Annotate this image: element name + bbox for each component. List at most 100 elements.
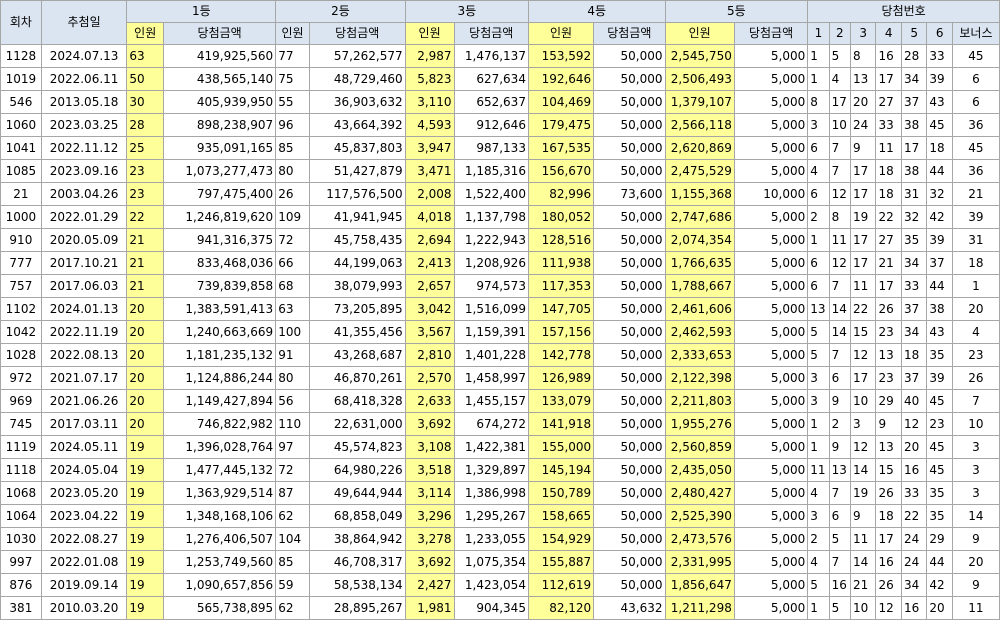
- cell-number-3: 10: [850, 596, 877, 620]
- cell-rank4-amount: 50,000: [593, 113, 666, 137]
- cell-number-3: 17: [850, 159, 877, 183]
- header-rank2-winners: 인원: [275, 22, 310, 45]
- cell-rank3-amount: 904,345: [453, 596, 529, 620]
- cell-rank4-amount: 50,000: [593, 343, 666, 367]
- cell-rank4-winners: 141,918: [527, 412, 595, 436]
- cell-number-1: 3: [807, 113, 830, 137]
- cell-number-3: 9: [850, 136, 877, 160]
- cell-rank3-amount: 1,329,897: [453, 458, 529, 482]
- cell-rank4-amount: 50,000: [593, 504, 666, 528]
- cell-date: 2023.03.25: [40, 113, 128, 137]
- cell-rank2-amount: 43,268,687: [308, 343, 406, 367]
- cell-rank5-winners: 1,211,298: [664, 596, 735, 620]
- cell-number-3: 19: [850, 481, 877, 505]
- cell-rank5-winners: 2,545,750: [664, 44, 735, 68]
- cell-rank4-winners: 155,887: [527, 550, 595, 574]
- cell-rank2-amount: 46,708,317: [308, 550, 406, 574]
- cell-number-6: 43: [926, 90, 953, 114]
- cell-rank2-amount: 49,644,944: [308, 481, 406, 505]
- cell-rank1-winners: 19: [126, 527, 165, 551]
- cell-number-5: 22: [900, 504, 928, 528]
- cell-rank3-amount: 1,386,998: [453, 481, 529, 505]
- cell-number-5: 24: [900, 550, 928, 574]
- cell-number-4: 17: [875, 527, 902, 551]
- cell-rank2-amount: 57,262,577: [308, 44, 406, 68]
- table-row: 21 2003.04.26 23 797,475,400 26 117,576,500 2,…: [0, 182, 1000, 206]
- cell-number-2: 9: [828, 435, 852, 459]
- cell-rank1-amount: 1,477,445,132: [163, 458, 277, 482]
- cell-rank4-winners: 157,156: [527, 320, 595, 344]
- cell-rank2-winners: 26: [275, 182, 310, 206]
- cell-number-5: 24: [900, 527, 928, 551]
- table-row: 997 2022.01.08 19 1,253,749,560 85 46,708,317…: [0, 550, 1000, 574]
- cell-number-5: 35: [900, 228, 928, 252]
- cell-rank1-amount: 1,090,657,856: [163, 573, 277, 597]
- cell-number-6: 39: [926, 366, 953, 390]
- cell-rank2-amount: 58,538,134: [308, 573, 406, 597]
- cell-rank4-winners: 82,120: [527, 596, 595, 620]
- cell-rank3-winners: 2,810: [404, 343, 455, 367]
- cell-rank4-winners: 180,052: [527, 205, 595, 229]
- cell-rank4-winners: 111,938: [527, 251, 595, 275]
- cell-rank1-amount: 1,276,406,507: [163, 527, 277, 551]
- cell-bonus: 20: [951, 297, 1000, 321]
- cell-rank3-amount: 1,522,400: [453, 182, 529, 206]
- cell-rank5-amount: 5,000: [733, 251, 809, 275]
- cell-rank5-amount: 5,000: [733, 228, 809, 252]
- table-row: 969 2021.06.26 20 1,149,427,894 56 68,418,328…: [0, 389, 1000, 413]
- header-rank2-amount: 당첨금액: [308, 22, 406, 45]
- header-bonus: 보너스: [951, 22, 1000, 45]
- cell-rank3-winners: 2,657: [404, 274, 455, 298]
- cell-rank4-winners: 179,475: [527, 113, 595, 137]
- cell-rank1-amount: 746,822,982: [163, 412, 277, 436]
- cell-number-1: 6: [807, 251, 830, 275]
- cell-rank2-winners: 66: [275, 251, 310, 275]
- cell-rank4-winners: 104,469: [527, 90, 595, 114]
- table-row: 1000 2022.01.29 22 1,246,819,620 109 41,941,9…: [0, 205, 1000, 229]
- cell-number-6: 29: [926, 527, 953, 551]
- cell-rank3-winners: 3,278: [404, 527, 455, 551]
- cell-number-5: 28: [900, 44, 928, 68]
- cell-rank1-amount: 935,091,165: [163, 136, 277, 160]
- cell-number-5: 17: [900, 136, 928, 160]
- cell-number-3: 9: [850, 504, 877, 528]
- cell-rank5-winners: 2,211,803: [664, 389, 735, 413]
- cell-bonus: 14: [951, 504, 1000, 528]
- cell-number-4: 27: [875, 228, 902, 252]
- cell-rank5-winners: 2,506,493: [664, 67, 735, 91]
- cell-rank3-winners: 4,593: [404, 113, 455, 137]
- cell-number-5: 34: [900, 251, 928, 275]
- cell-number-2: 2: [828, 412, 852, 436]
- cell-bonus: 7: [951, 389, 1000, 413]
- cell-number-4: 23: [875, 366, 902, 390]
- cell-rank2-winners: 59: [275, 573, 310, 597]
- cell-number-1: 13: [807, 297, 830, 321]
- header-number-4: 4: [875, 22, 902, 45]
- cell-round: 1041: [0, 136, 42, 160]
- cell-number-5: 34: [900, 573, 928, 597]
- cell-round: 1030: [0, 527, 42, 551]
- cell-rank4-winners: 82,996: [527, 182, 595, 206]
- cell-number-5: 37: [900, 366, 928, 390]
- cell-rank2-amount: 45,758,435: [308, 228, 406, 252]
- cell-rank5-winners: 1,766,635: [664, 251, 735, 275]
- cell-rank2-amount: 45,574,823: [308, 435, 406, 459]
- cell-rank5-winners: 2,331,995: [664, 550, 735, 574]
- cell-rank5-winners: 2,525,390: [664, 504, 735, 528]
- cell-rank3-winners: 2,694: [404, 228, 455, 252]
- cell-rank1-winners: 22: [126, 205, 165, 229]
- cell-rank2-amount: 51,427,879: [308, 159, 406, 183]
- cell-rank4-winners: 133,079: [527, 389, 595, 413]
- cell-bonus: 3: [951, 458, 1000, 482]
- cell-bonus: 9: [951, 573, 1000, 597]
- cell-rank3-winners: 2,633: [404, 389, 455, 413]
- cell-number-2: 4: [828, 67, 852, 91]
- cell-rank2-winners: 97: [275, 435, 310, 459]
- table-row: 757 2017.06.03 21 739,839,858 68 38,079,993 2,…: [0, 274, 1000, 298]
- cell-rank4-amount: 50,000: [593, 458, 666, 482]
- cell-rank4-winners: 154,929: [527, 527, 595, 551]
- cell-number-4: 22: [875, 205, 902, 229]
- cell-bonus: 26: [951, 366, 1000, 390]
- cell-date: 2022.08.13: [40, 343, 128, 367]
- cell-rank1-winners: 28: [126, 113, 165, 137]
